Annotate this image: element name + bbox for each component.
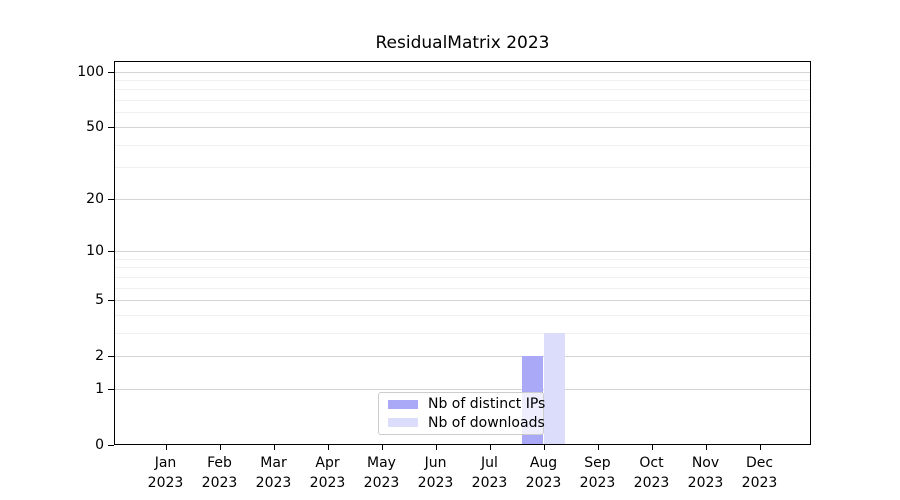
- y-tick-label-100: 100: [77, 63, 104, 80]
- legend-swatch-distinct-ips: [388, 399, 418, 409]
- minor-gridline-y-30: [114, 167, 811, 169]
- minor-gridline-y-8: [114, 267, 811, 269]
- y-tick-label-0: 0: [95, 437, 104, 453]
- x-tick-label-feb-2023: Feb 2023: [201, 455, 238, 491]
- legend-item-distinct-ips: Nb of distinct IPs: [388, 395, 545, 413]
- x-tick-label-apr-2023: Apr 2023: [309, 455, 346, 491]
- x-tick-label-jan-2023: Jan 2023: [147, 455, 184, 491]
- x-tick-label-sep-2023: Sep 2023: [579, 455, 616, 491]
- gridline-y-1: [114, 388, 811, 390]
- y-tick-0: [108, 445, 114, 446]
- y-tick-label-10: 10: [86, 242, 104, 259]
- x-tick-jun-2023: [435, 445, 437, 450]
- y-tick-50: [108, 126, 114, 128]
- minor-gridline-y-80: [114, 89, 811, 91]
- minor-gridline-y-6: [114, 287, 811, 289]
- y-tick-label-1: 1: [95, 380, 104, 397]
- plot-area-border: [114, 61, 811, 445]
- x-tick-label-aug-2023: Aug 2023: [525, 455, 562, 491]
- minor-gridline-y-9: [114, 258, 811, 260]
- bar-nb-of-downloads-aug-2023: [543, 332, 566, 445]
- x-tick-apr-2023: [327, 445, 329, 450]
- x-tick-oct-2023: [651, 445, 653, 450]
- x-tick-feb-2023: [219, 445, 221, 450]
- x-tick-jan-2023: [165, 445, 167, 450]
- minor-gridline-y-70: [114, 100, 811, 101]
- gridline-y-2: [114, 356, 811, 358]
- minor-gridline-y-4: [114, 314, 811, 316]
- x-tick-sep-2023: [597, 445, 599, 450]
- x-tick-label-jun-2023: Jun 2023: [417, 455, 454, 491]
- minor-gridline-y-60: [114, 112, 811, 114]
- y-tick-10: [108, 250, 114, 252]
- gridline-y-10: [114, 250, 811, 252]
- x-tick-label-may-2023: May 2023: [363, 455, 400, 491]
- minor-gridline-y-40: [114, 144, 811, 146]
- gridline-y-50: [114, 126, 811, 128]
- minor-gridline-y-3: [114, 332, 811, 334]
- x-tick-dec-2023: [759, 445, 761, 450]
- y-tick-1: [108, 388, 114, 390]
- y-tick-20: [108, 198, 114, 200]
- x-tick-label-dec-2023: Dec 2023: [741, 455, 778, 491]
- x-tick-label-oct-2023: Oct 2023: [633, 455, 670, 491]
- legend-label-downloads: Nb of downloads: [428, 414, 545, 431]
- y-tick-label-5: 5: [95, 292, 104, 308]
- minor-gridline-y-90: [114, 79, 811, 81]
- gridline-y-5: [114, 300, 811, 301]
- x-tick-label-jul-2023: Jul 2023: [471, 455, 508, 491]
- minor-gridline-y-7: [114, 276, 811, 278]
- x-tick-mar-2023: [273, 445, 275, 450]
- gridline-y-100: [114, 71, 811, 73]
- y-tick-label-20: 20: [86, 190, 104, 207]
- y-tick-2: [108, 356, 114, 358]
- gridline-y-20: [114, 198, 811, 200]
- y-tick-label-2: 2: [95, 348, 104, 365]
- x-tick-jul-2023: [489, 445, 491, 450]
- x-tick-label-mar-2023: Mar 2023: [255, 455, 292, 491]
- legend: Nb of distinct IPs Nb of downloads: [378, 392, 545, 435]
- y-tick-100: [108, 71, 114, 73]
- x-tick-nov-2023: [705, 445, 707, 450]
- x-tick-may-2023: [381, 445, 383, 450]
- legend-label-distinct-ips: Nb of distinct IPs: [428, 396, 546, 413]
- legend-swatch-downloads: [388, 418, 418, 428]
- y-tick-label-50: 50: [86, 118, 104, 135]
- y-tick-5: [108, 300, 114, 301]
- legend-item-downloads: Nb of downloads: [388, 414, 545, 432]
- chart-title: ResidualMatrix 2023: [375, 33, 550, 53]
- x-tick-aug-2023: [543, 445, 545, 450]
- x-tick-label-nov-2023: Nov 2023: [687, 455, 724, 491]
